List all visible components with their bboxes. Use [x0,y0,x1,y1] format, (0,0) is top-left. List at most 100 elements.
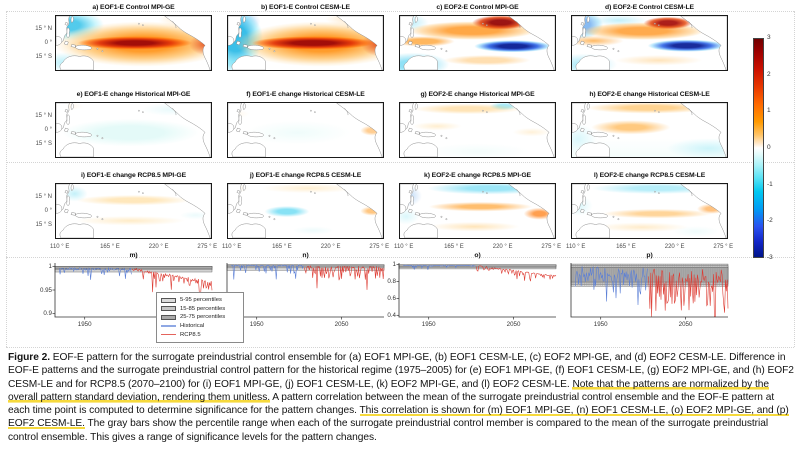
sulawesi-island [580,127,585,133]
map-panel-title-h: h) EOF2-E change Historical CESM-LE [589,91,710,98]
americas-coast [336,184,383,238]
hawaii-island [138,22,140,25]
australia-coast [59,55,94,70]
map-lon-label: 165 ° E [616,244,636,250]
coastline-map [400,16,555,70]
map-lat-label: 0 ° [44,207,52,214]
new-guinea-island [591,44,608,51]
japan-island [242,103,246,110]
ts-line-historical [574,266,648,306]
indonesia-island [414,131,420,135]
baja-coast [172,21,177,29]
map-panel-title-b: b) EOF1-E Control CESM-LE [261,4,350,11]
new-guinea-island [419,131,436,138]
japan-island [70,184,74,191]
taiwan-island [408,109,413,113]
australia-coast [59,142,94,157]
ts-panel-n [226,263,385,320]
map-panel-j [227,183,384,239]
map-lon-label: 165 ° E [444,244,464,250]
map-lon-label: 220 ° E [320,244,341,250]
ts-legend: 5-95 percentiles 15-85 percentiles 25-75 p… [156,292,244,343]
map-lon-label: 165 ° E [272,244,292,250]
ts-ytick-label: 1 [392,261,396,269]
guide-line [794,11,795,347]
taiwan-island [64,22,69,26]
indonesia-island [586,131,592,135]
hawaii-island [142,24,144,26]
pacific-island [268,215,271,218]
legend-entry: 15-85 percentiles [161,305,239,314]
pacific-island [273,218,276,221]
map-lon-label: 165 ° E [100,244,120,250]
map-lat-label: 15 ° N [35,112,52,119]
pacific-island [445,137,448,140]
figure-caption: Figure 2. EOF-E pattern for the surrogat… [8,351,795,444]
taiwan-island [236,190,241,194]
taiwan-island [580,22,585,26]
hawaii-island [654,190,656,193]
ts-xtick-label: 1950 [421,321,436,328]
pacific-island [445,218,448,221]
new-guinea-island [75,44,92,51]
japan-island [414,103,418,110]
australia-coast [575,223,610,238]
map-lon-label: 275 ° E [369,244,390,250]
indonesia-island [242,131,248,135]
australia-coast [59,223,94,238]
australia-coast [231,55,266,70]
pacific-island [96,215,99,218]
sulawesi-island [236,40,241,46]
ts-panel-o [396,263,557,320]
americas-coast [508,103,555,157]
sulawesi-island [64,208,69,214]
taiwan-island [580,190,585,194]
coastline-map [228,103,383,157]
hawaii-island [486,192,488,194]
hawaii-island [482,190,484,193]
new-guinea-island [419,44,436,51]
map-lat-label: 0 ° [44,126,52,133]
map-lon-label: 110 ° E [566,244,586,250]
baja-coast [516,21,521,29]
philippines-islands [238,114,242,125]
colorbar-tick-label: 2 [767,70,771,78]
new-guinea-island [75,131,92,138]
legend-band-swatch [161,306,176,312]
colorbar-tick-label: -2 [767,217,773,225]
ts-ytick-label: 0.95 [39,286,52,294]
sulawesi-island [408,40,413,46]
australia-coast [231,142,266,157]
coastline-map [56,184,211,238]
map-panel-title-f: f) EOF1-E change Historical CESM-LE [246,91,365,98]
ts-xtick-label: 2050 [678,321,693,328]
australia-coast [403,142,438,157]
ts-line-historical [403,264,476,270]
taiwan-island [408,190,413,194]
ts-xtick-label: 1950 [593,321,608,328]
map-lon-label: 220 ° E [664,244,685,250]
hawaii-island [310,109,312,112]
japan-island [586,103,590,110]
percentile-band-hatch [571,264,728,287]
ts-panel-title-p: p) [646,252,653,259]
ts-line-historical [58,266,132,280]
baja-coast [344,21,349,29]
americas-coast [336,16,383,70]
borneo-island [56,204,63,214]
caption-segment: EOF-E pattern for the surrogate preindus… [8,352,794,390]
philippines-islands [582,114,586,125]
legend-label: 5-95 percentiles [180,297,222,304]
philippines-islands [582,195,586,206]
philippines-islands [410,195,414,206]
baja-coast [344,108,349,116]
australia-coast [403,223,438,238]
taiwan-island [64,190,69,194]
map-panel-title-k: k) EOF2-E change RCP8.5 MPI-GE [424,172,531,179]
legend-label: Historical [180,323,205,330]
legend-line-sample [161,334,176,336]
map-panel-g [399,102,556,158]
map-panel-title-e: e) EOF1-E change Historical MPI-GE [76,91,191,98]
map-panel-a [55,15,212,71]
new-guinea-island [419,212,436,219]
